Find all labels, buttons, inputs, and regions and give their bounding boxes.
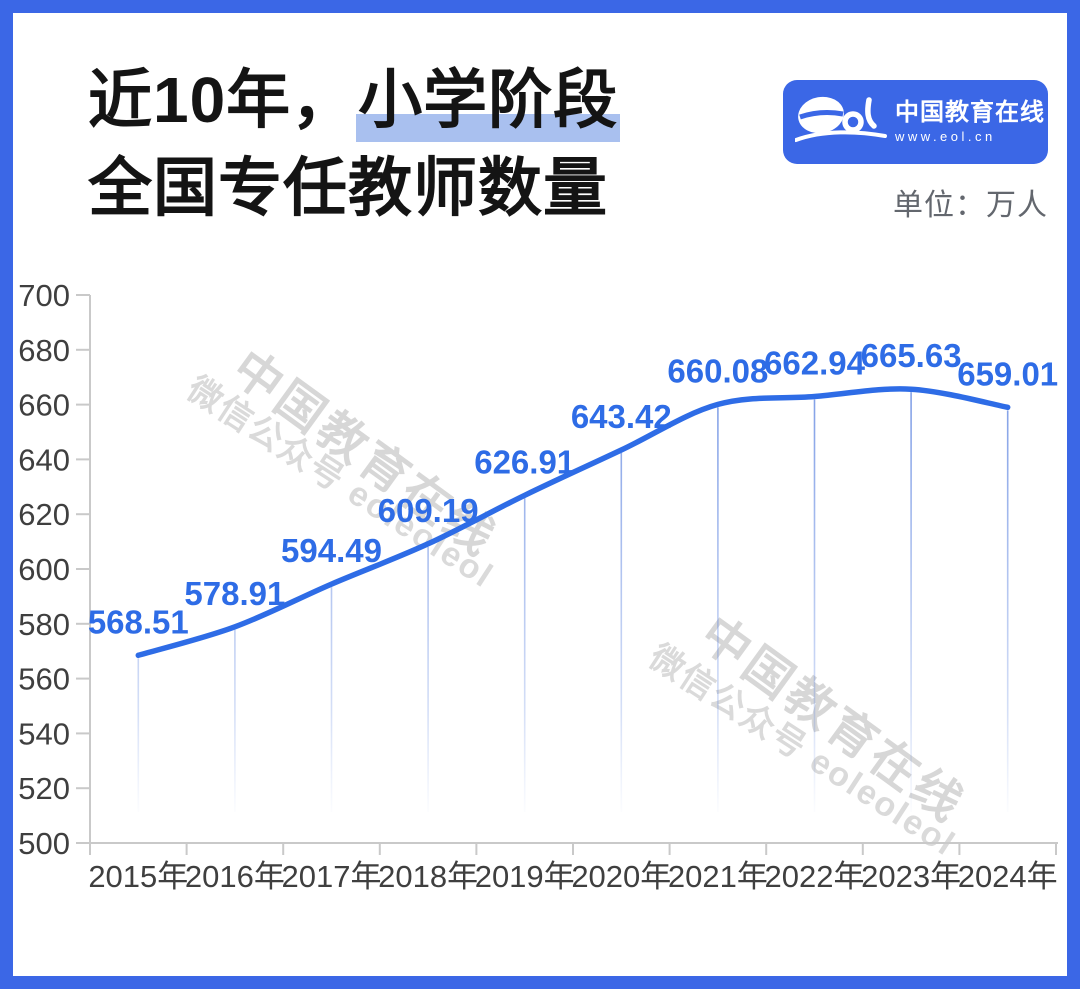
series-line	[135, 386, 1011, 659]
eol-logo-icon	[795, 96, 887, 142]
logo-url: www.eol.cn	[895, 128, 996, 144]
x-axis-label: 2024年	[958, 859, 1058, 894]
x-axis-label: 2022年	[765, 859, 865, 894]
data-point-label: 568.51	[88, 603, 189, 640]
page-title: 近10年，小学阶段 全国专任教师数量	[88, 56, 621, 232]
title-highlight: 小学阶段	[356, 64, 621, 142]
y-axis-label: 580	[18, 607, 70, 642]
data-point-label: 626.91	[474, 443, 575, 480]
title-line1: 近10年，小学阶段	[88, 56, 621, 144]
y-axis-label: 620	[18, 497, 70, 532]
data-point-label: 643.42	[571, 398, 672, 435]
y-axis-label: 520	[18, 771, 70, 806]
y-axis-label: 560	[18, 662, 70, 697]
eol-logo-badge: 中国教育在线 www.eol.cn	[783, 80, 1048, 164]
y-axis-label: 540	[18, 716, 70, 751]
logo-name: 中国教育在线	[895, 99, 1045, 127]
y-axis-label: 600	[18, 552, 70, 587]
data-point-label: 659.01	[957, 355, 1058, 392]
x-axis-label: 2020年	[571, 859, 671, 894]
y-axis-label: 700	[18, 278, 70, 313]
title-line2: 全国专任教师数量	[88, 152, 608, 224]
data-point-label: 594.49	[281, 532, 382, 569]
y-axis-label: 680	[18, 333, 70, 368]
y-axis-label: 500	[18, 826, 70, 861]
data-point-label: 609.19	[378, 492, 479, 529]
data-point-label: 578.91	[184, 575, 285, 612]
data-point-label: 665.63	[861, 337, 962, 374]
y-axis-label: 640	[18, 442, 70, 477]
logo-text-block: 中国教育在线 www.eol.cn	[895, 99, 1045, 144]
x-axis-label: 2017年	[282, 859, 382, 894]
x-axis-label: 2018年	[378, 859, 478, 894]
x-axis-label: 2016年	[185, 859, 285, 894]
y-axis-label: 660	[18, 388, 70, 423]
x-axis-label: 2021年	[668, 859, 768, 894]
x-axis-label: 2023年	[861, 859, 961, 894]
data-point-label: 662.94	[764, 345, 866, 382]
x-axis-label: 2015年	[88, 859, 188, 894]
title-prefix: 近10年，	[88, 64, 357, 136]
x-axis-label: 2019年	[475, 859, 575, 894]
unit-label: 单位：万人	[893, 189, 1048, 222]
data-point-label: 660.08	[667, 352, 768, 389]
